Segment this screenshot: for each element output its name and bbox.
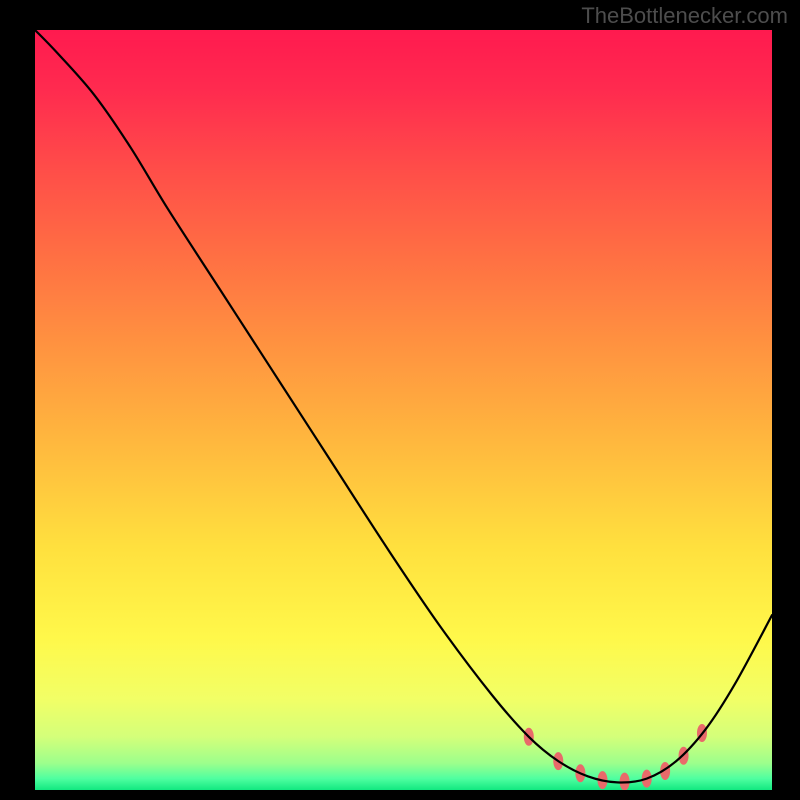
chart-container: { "watermark": { "text": "TheBottlenecke… [0, 0, 800, 800]
bottleneck-curve [35, 30, 772, 782]
plot-area [35, 30, 772, 790]
watermark-text: TheBottlenecker.com [581, 3, 788, 29]
curve-layer [35, 30, 772, 790]
